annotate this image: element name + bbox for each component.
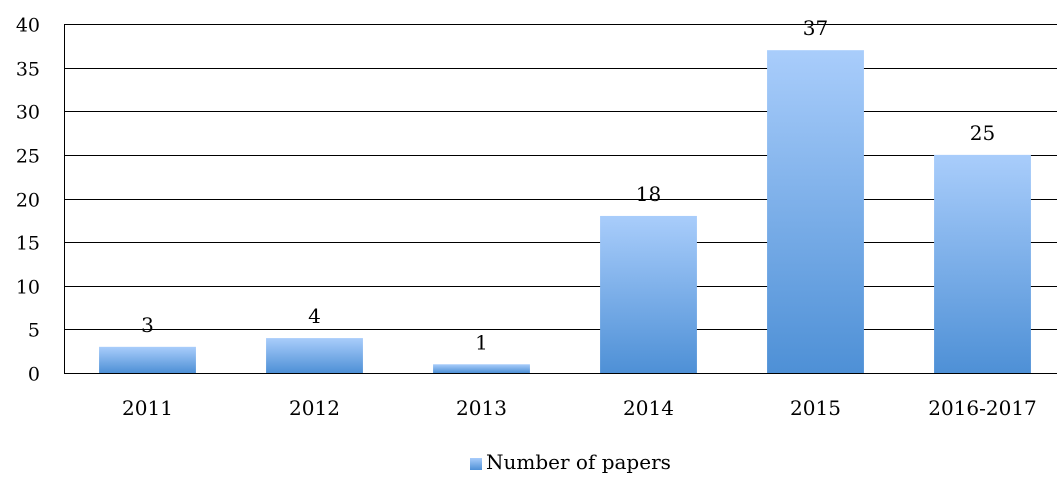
data-label-2011: 3 (141, 313, 154, 337)
x-tick-label-2015: 2015 (790, 396, 841, 420)
bar-2011 (99, 346, 196, 373)
legend: Number of papers (470, 450, 671, 474)
y-tick-label: 0 (28, 364, 40, 386)
bar-2014 (600, 215, 697, 373)
data-label-2014: 18 (636, 182, 661, 206)
x-tick-label-2011: 2011 (122, 396, 173, 420)
bar-2012 (266, 338, 363, 373)
y-tick-label: 20 (16, 190, 40, 212)
bar-2013 (433, 364, 530, 373)
legend-swatch (470, 458, 482, 470)
x-tick-label-2016-2017: 2016-2017 (928, 396, 1037, 420)
y-tick-label: 15 (16, 233, 40, 255)
y-tick-label: 5 (28, 320, 40, 342)
x-tick-label-2013: 2013 (456, 396, 507, 420)
data-label-2015: 37 (803, 16, 828, 40)
y-tick-label: 10 (16, 277, 40, 299)
y-tick-label: 40 (16, 15, 40, 37)
data-labels: 3 4 1 18 37 25 (141, 16, 995, 354)
gridlines (64, 24, 1057, 330)
bar-2016-2017 (934, 154, 1031, 373)
x-axis-category-labels: 2011 2012 2013 2014 2015 2016-2017 (122, 396, 1037, 420)
bars (99, 50, 1031, 374)
data-label-2013: 1 (475, 330, 488, 354)
y-tick-label: 30 (16, 102, 40, 124)
x-tick-label-2012: 2012 (289, 396, 340, 420)
data-label-2012: 4 (308, 304, 321, 328)
bar-2015 (767, 50, 864, 374)
y-axis-tick-labels: 0 5 10 15 20 25 30 35 40 (16, 15, 40, 386)
axes (64, 24, 1057, 374)
legend-label-number-of-papers: Number of papers (486, 450, 671, 474)
x-tick-label-2014: 2014 (623, 396, 674, 420)
y-tick-label: 35 (16, 59, 40, 81)
y-tick-label: 25 (16, 146, 40, 168)
data-label-2016-2017: 25 (970, 121, 995, 145)
